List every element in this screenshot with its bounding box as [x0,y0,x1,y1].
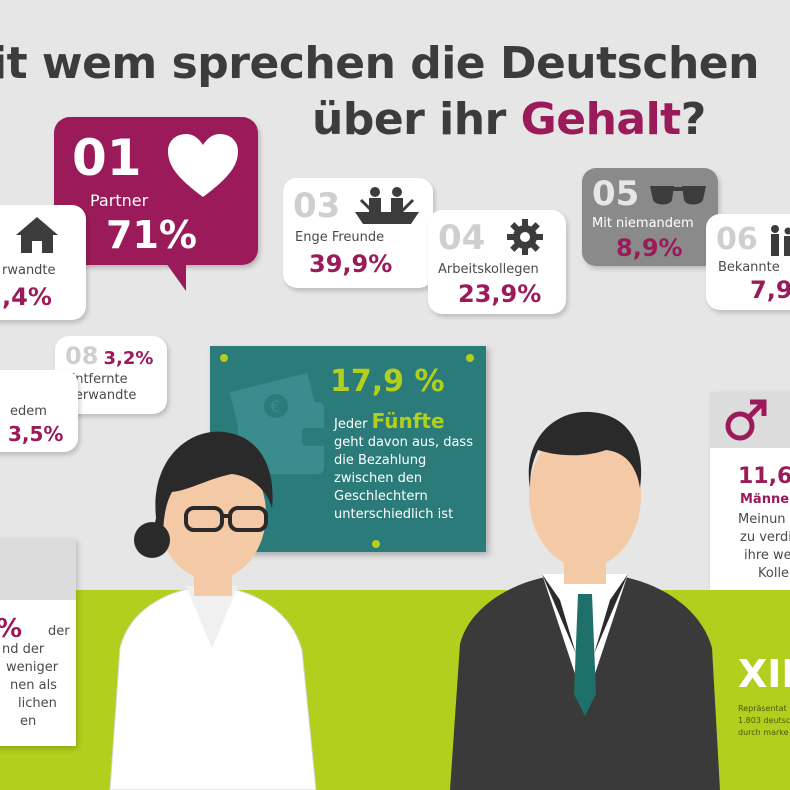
female-card-header [0,538,76,600]
label-arbeitskollegen: Arbeitskollegen [438,262,539,277]
bubble-enge-freunde: 03 Enge Freunde 39,9% [283,178,433,288]
female-line-1: der [48,624,70,639]
rank-08: 08 [65,342,99,370]
value-bekannte: 7,9 [750,276,790,304]
male-line-5: Kolle [758,566,790,581]
value-entfernte-verwandte: 3,2% [103,348,154,369]
title-prefix: über ihr [312,94,521,145]
brand-note-3: durch marke [738,728,789,737]
sunglasses-icon [650,186,706,205]
poster-highlight: Fünfte [371,409,445,433]
value-verwandte: ,4% [2,283,52,311]
rank-06: 06 [716,222,758,257]
svg-text:€: € [270,397,280,416]
label-enge-freunde: Enge Freunde [295,230,385,245]
value-jedem: 3,5% [8,422,64,446]
value-partner: 71% [106,213,197,257]
label-entfernte-verwandte: Entfernte Verwandte [67,372,137,403]
rank-value-row: 08 3,2% [65,342,153,370]
male-line-2: Meinun [738,512,786,527]
brand-logo: XIN [738,652,790,696]
male-symbol-icon [725,399,767,441]
rank-01: 01 [72,129,142,187]
female-card: % der nd der weniger nen als lichen en [0,538,76,746]
bubble-mit-niemandem: 05 Mit niemandem 8,9% [582,168,718,266]
heart-icon [168,134,238,197]
bubble-verwandte: rwandte ,4% [0,205,86,320]
poster-value: 17,9 % [330,364,445,399]
pin-bottom [372,540,380,548]
title-line-2: über ihr Gehalt? [312,96,706,144]
bubble-entfernte-verwandte: 08 3,2% Entfernte Verwandte [55,336,167,414]
pin-top-right [466,354,474,362]
title-suffix: ? [680,94,707,145]
rank-04: 04 [438,218,486,258]
title-highlight: Gehalt [520,94,682,145]
bubble-bekannte: 06 Bekannte 7,9 [706,214,790,310]
value-enge-freunde: 39,9% [309,250,393,278]
label-verwandte: rwandte [2,263,56,278]
bubble-tail [166,263,186,291]
female-line-2: nd der [2,642,45,657]
brand-note-2: 1.803 deutsc [738,716,790,725]
title-line-1: it wem sprechen die Deutschen [0,38,759,89]
poster-text-pre: Jeder [334,417,372,432]
bubble-jedem: edem 3,5% [0,370,78,452]
bubble-arbeitskollegen: 04 Arbeitskollegen 23,9% [428,210,566,314]
brand-note-1: Repräsentat [738,704,787,713]
woman-illustration [109,431,317,790]
male-line-1: Männer [740,492,790,507]
female-line-3: weniger [6,660,59,675]
house-icon [16,217,58,253]
rank-05: 05 [592,174,640,214]
rank-03: 03 [293,186,341,226]
female-line-4: nen als [10,678,57,693]
bubble-partner: 01 Partner 71% [54,117,258,291]
gear-icon [507,219,543,255]
label-jedem: edem [10,404,47,419]
people-icon [771,225,790,256]
male-line-4: ihre we [744,548,790,563]
boat-friends-icon [355,187,419,224]
male-card: 11,6 Männer Meinun zu verdi ihre we Koll… [710,392,790,600]
label-bekannte: Bekannte [718,260,780,275]
value-arbeitskollegen: 23,9% [458,280,542,308]
pin-top-left [220,354,228,362]
label-mit-niemandem: Mit niemandem [592,216,694,231]
female-line-5: lichen [18,696,57,711]
man-illustration [450,411,720,790]
male-line-3: zu verdi [740,530,790,545]
female-line-6: en [20,714,37,729]
label-partner: Partner [90,191,149,210]
male-value: 11,6 [738,464,790,489]
value-mit-niemandem: 8,9% [616,234,683,262]
female-pct: % [0,614,22,644]
poster-text-rest: geht davon aus, dass die Bezahlung zwisc… [334,435,473,522]
poster-text: Jeder Fünfte geht davon aus, dass die Be… [334,409,482,524]
